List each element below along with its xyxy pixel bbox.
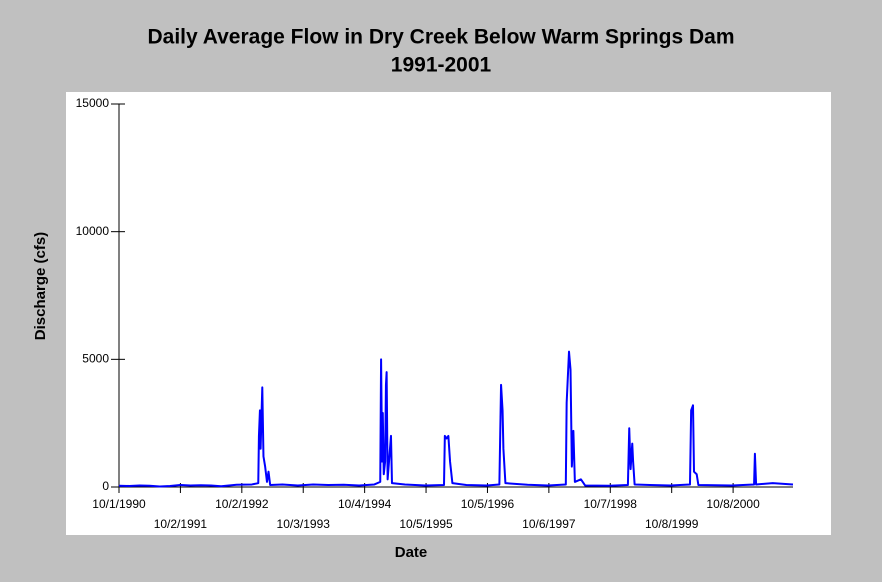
y-tick-label: 10000 (76, 224, 110, 238)
x-tick-label: 10/4/1994 (338, 497, 392, 511)
y-tick-label: 15000 (76, 96, 110, 110)
x-tick-label: 10/5/1996 (461, 497, 515, 511)
y-axis-label: Discharge (cfs) (32, 232, 49, 340)
x-tick-label: 10/7/1998 (584, 497, 638, 511)
plot-panel (66, 92, 831, 535)
x-tick-label: 10/6/1997 (522, 517, 576, 531)
y-tick-label: 5000 (82, 352, 109, 366)
chart-title: Daily Average Flow in Dry Creek Below Wa… (147, 26, 734, 49)
x-tick-label: 10/1/1990 (92, 497, 146, 511)
chart-subtitle: 1991-2001 (391, 54, 492, 77)
x-tick-label: 10/8/1999 (645, 517, 699, 531)
flow-line (118, 350, 794, 488)
x-tick-label: 10/2/1992 (215, 497, 269, 511)
x-tick-label: 10/2/1991 (154, 517, 208, 531)
x-tick-label: 10/5/1995 (399, 517, 453, 531)
x-tick-label: 10/8/2000 (706, 497, 760, 511)
y-tick-label: 0 (102, 479, 109, 493)
x-tick-label: 10/3/1993 (277, 517, 331, 531)
x-axis-label: Date (395, 544, 428, 561)
